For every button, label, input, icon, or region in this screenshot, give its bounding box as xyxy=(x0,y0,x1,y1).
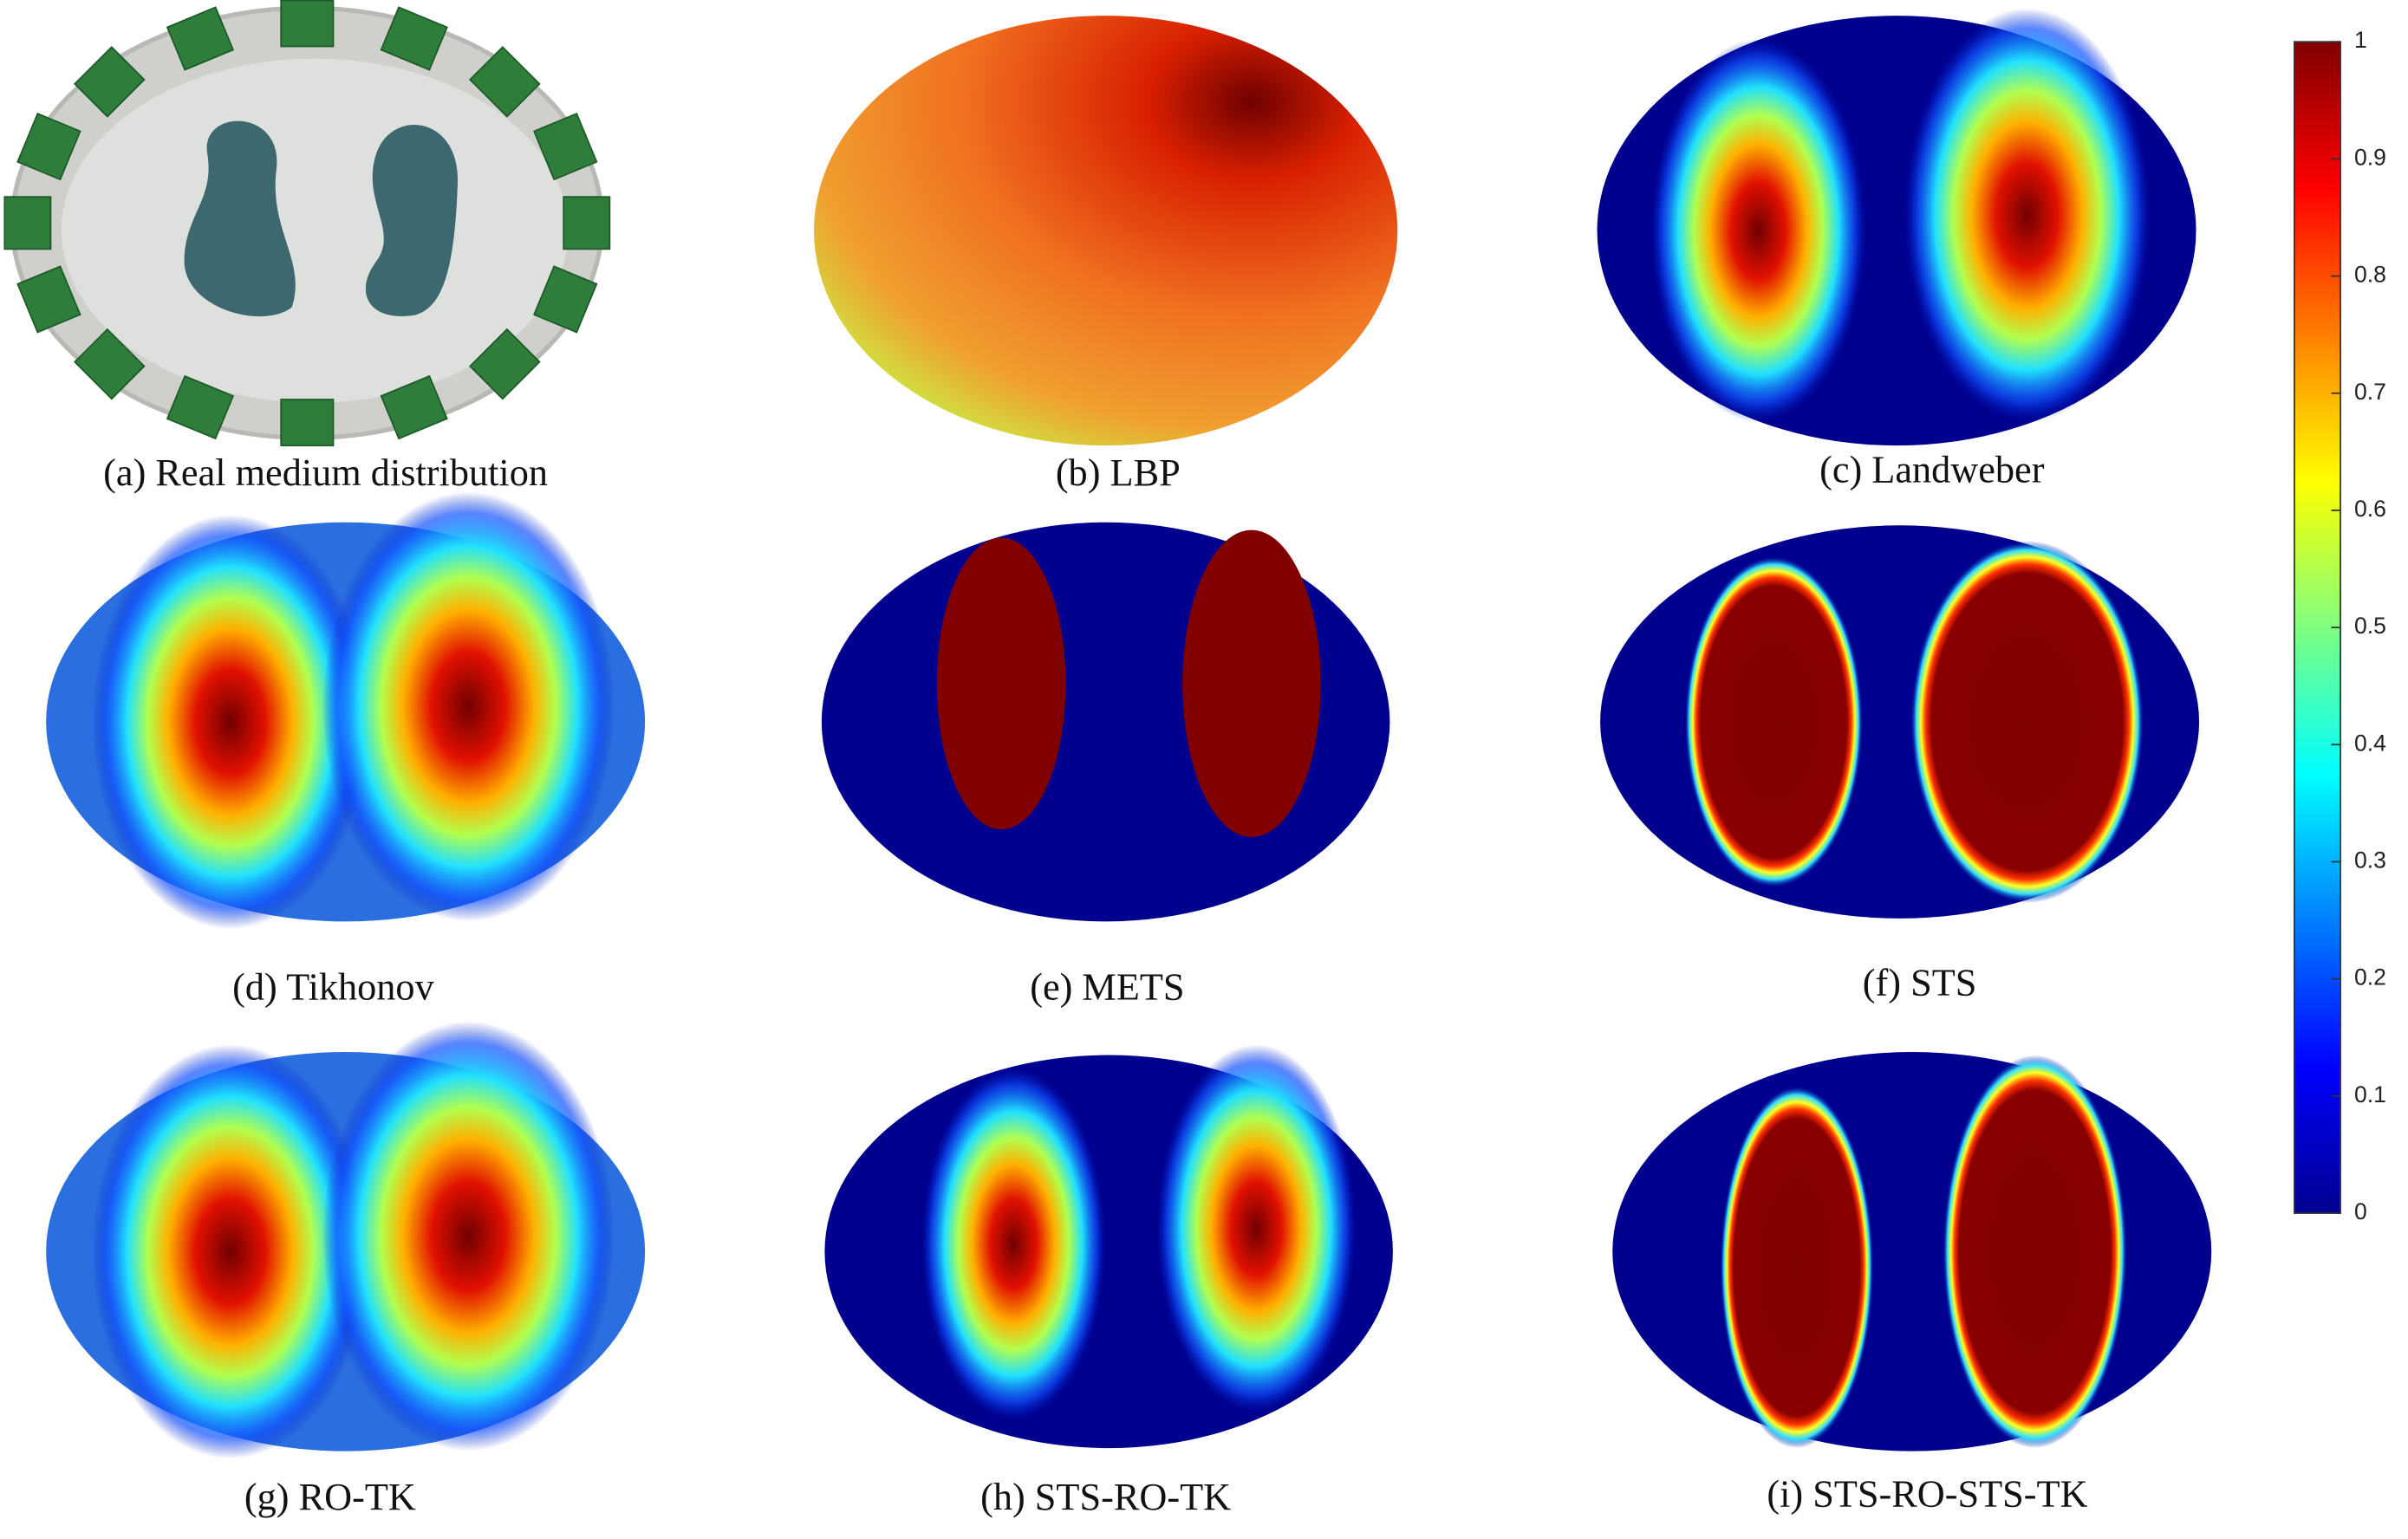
inclusion xyxy=(1720,1085,1874,1449)
lung xyxy=(184,120,296,317)
electrode xyxy=(533,112,598,181)
caption: (c) Landweber xyxy=(1819,449,2045,491)
caption: (f) STS xyxy=(1863,961,1977,1003)
reconstruction xyxy=(813,16,1398,446)
colorbar-tick-label: 0.5 xyxy=(2354,613,2386,639)
colorbar-tick-label: 0.8 xyxy=(2354,262,2386,288)
colorbar-tick-label: 1 xyxy=(2354,27,2367,53)
caption: (i) STS-RO-STS-TK xyxy=(1767,1472,2087,1515)
inclusion xyxy=(1156,1044,1357,1413)
colorbar-tick-label: 0.9 xyxy=(2354,144,2386,170)
inclusion xyxy=(92,1044,369,1459)
electrode xyxy=(73,328,146,400)
caption: (h) STS-RO-TK xyxy=(980,1476,1231,1518)
caption: (e) METS xyxy=(1030,966,1184,1009)
inclusion xyxy=(1182,529,1321,837)
lung xyxy=(365,125,459,316)
electrode xyxy=(533,265,598,334)
electrode xyxy=(16,265,81,334)
colorbar-tick-label: 0 xyxy=(2354,1198,2367,1224)
electrode xyxy=(280,0,335,48)
inclusion xyxy=(1943,1055,2127,1449)
colorbar-tick-label: 0.7 xyxy=(2354,379,2386,405)
colorbar-tick-label: 0.4 xyxy=(2354,730,2386,756)
inclusion xyxy=(1684,555,1864,888)
colorbar-tick-label: 0.3 xyxy=(2354,847,2386,873)
electrode xyxy=(280,399,335,447)
caption: (d) Tikhonov xyxy=(232,966,434,1009)
inclusion xyxy=(322,1021,615,1451)
inclusion xyxy=(1910,541,2144,904)
electrode xyxy=(166,374,235,440)
inclusion xyxy=(1650,38,1866,423)
electrode xyxy=(16,112,81,181)
electrode xyxy=(468,46,541,118)
colorbar-tick-label: 0.6 xyxy=(2354,496,2386,522)
electrode xyxy=(3,196,52,250)
caption: (b) LBP xyxy=(1056,451,1181,494)
electrode xyxy=(166,6,235,71)
electrode xyxy=(380,6,448,71)
caption: (a) Real medium distribution xyxy=(103,451,548,494)
inclusion xyxy=(936,537,1066,830)
inclusion xyxy=(92,514,369,930)
inclusion xyxy=(921,1067,1106,1421)
inclusion xyxy=(322,491,615,922)
electrode xyxy=(73,46,146,118)
colorbar-tick-label: 0.1 xyxy=(2354,1081,2386,1107)
caption: (g) RO-TK xyxy=(244,1476,416,1518)
electrode xyxy=(563,196,611,250)
electrode xyxy=(380,374,448,440)
inclusion xyxy=(1904,8,2151,423)
electrode xyxy=(468,328,541,400)
colorbar-tick-label: 0.2 xyxy=(2354,964,2386,990)
